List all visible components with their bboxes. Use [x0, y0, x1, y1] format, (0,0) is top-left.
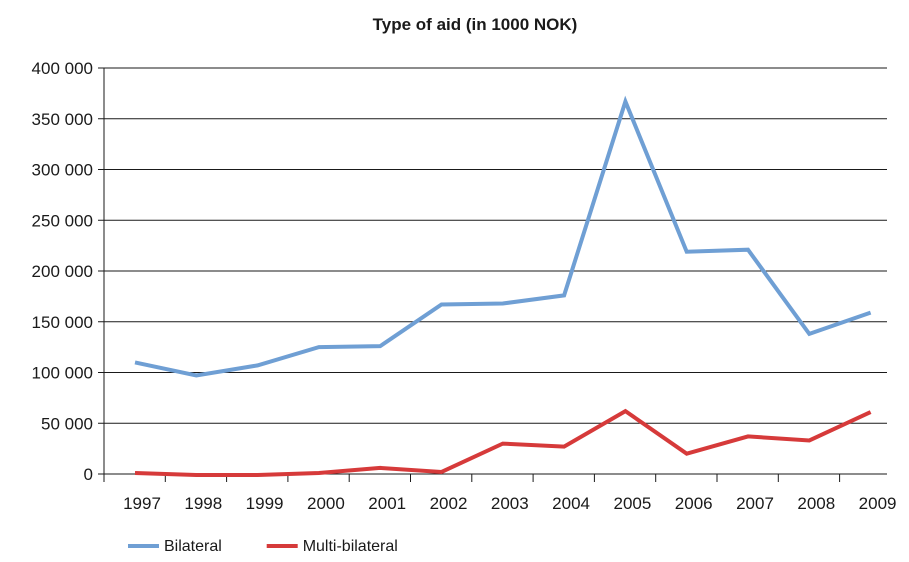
legend-label-multi-bilateral: Multi-bilateral — [303, 538, 398, 555]
legend-label-bilateral: Bilateral — [164, 538, 222, 555]
y-tick-label: 150 000 — [32, 313, 93, 332]
x-tick-label: 2002 — [430, 494, 468, 513]
chart-title: Type of aid (in 1000 NOK) — [373, 15, 578, 34]
x-tick-label: 2008 — [797, 494, 835, 513]
y-tick-label: 350 000 — [32, 110, 93, 129]
series-line-multi-bilateral — [134, 408, 872, 477]
x-tick-label: 2001 — [368, 494, 406, 513]
x-tick-label: 2009 — [859, 494, 897, 513]
x-axis-ticks: 1997 1998 1999 2000 2001 2002 2003 2004 2005 2006… — [103, 474, 897, 513]
series-line-bilateral — [134, 95, 872, 378]
x-tick-label: 2004 — [552, 494, 590, 513]
y-tick-label: 300 000 — [32, 161, 93, 180]
y-axis-ticks: 0 50 000 100 000 150 000 200 000 250 000 300 0… — [32, 59, 93, 484]
y-tick-label: 200 000 — [32, 262, 93, 281]
x-tick-label: 1997 — [123, 494, 161, 513]
y-tick-label: 400 000 — [32, 59, 93, 78]
y-tick-label: 100 000 — [32, 364, 93, 383]
x-tick-label: 2007 — [736, 494, 774, 513]
x-tick-label: 1998 — [184, 494, 222, 513]
x-tick-label: 2006 — [675, 494, 713, 513]
y-tick-label: 50 000 — [41, 414, 93, 433]
y-tick-label: 250 000 — [32, 211, 93, 230]
x-tick-label: 2005 — [613, 494, 651, 513]
grid-lines — [98, 67, 887, 475]
x-tick-label: 1999 — [246, 494, 284, 513]
y-tick-label: 0 — [84, 465, 93, 484]
legend: Bilateral Multi-bilateral — [128, 538, 398, 555]
series-lines — [134, 95, 872, 477]
x-tick-label: 2003 — [491, 494, 529, 513]
x-tick-label: 2000 — [307, 494, 345, 513]
